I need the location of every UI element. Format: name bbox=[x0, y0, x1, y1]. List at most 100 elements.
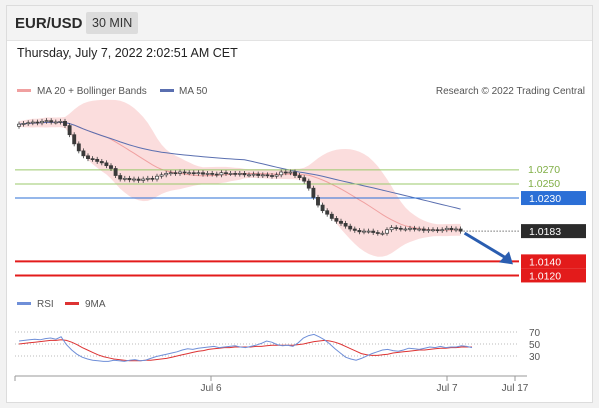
level-labels: 1.0270 1.0250 1.0230 1.0140 1.0120 1.0183 bbox=[521, 164, 586, 283]
svg-text:1.0140: 1.0140 bbox=[529, 256, 561, 268]
candle bbox=[256, 171, 261, 178]
candle bbox=[274, 172, 279, 179]
candle bbox=[95, 156, 100, 164]
candle bbox=[426, 227, 431, 233]
candle bbox=[417, 226, 422, 232]
candle bbox=[339, 218, 343, 226]
rsi-tick-label: 70 bbox=[529, 328, 541, 339]
candle bbox=[90, 156, 95, 162]
candle bbox=[178, 169, 182, 176]
candle bbox=[394, 225, 399, 231]
candle bbox=[334, 215, 339, 224]
support-label-2: 1.0120 bbox=[521, 268, 586, 283]
timeframe-badge[interactable]: 30 MIN bbox=[86, 12, 139, 34]
svg-text:1.0120: 1.0120 bbox=[529, 270, 561, 282]
candle bbox=[187, 170, 192, 176]
candle bbox=[40, 118, 44, 126]
legend-ma50: MA 50 bbox=[179, 86, 208, 97]
candle bbox=[86, 153, 90, 162]
candle bbox=[458, 226, 463, 234]
candle bbox=[297, 173, 302, 181]
candle bbox=[270, 173, 274, 179]
candle bbox=[63, 118, 67, 129]
candle bbox=[99, 158, 104, 166]
candle bbox=[109, 163, 113, 171]
candle bbox=[352, 226, 357, 233]
candle bbox=[288, 169, 293, 176]
time-tick-label: Jul 7 bbox=[436, 383, 458, 394]
time-axis: Jul 6 Jul 7 Jul 17 bbox=[14, 375, 529, 394]
candle bbox=[311, 185, 316, 200]
chart-datetime: Thursday, July 7, 2022 2:02:51 AM CET bbox=[17, 46, 238, 60]
candle bbox=[306, 178, 311, 191]
candle bbox=[265, 172, 270, 178]
candle bbox=[343, 220, 348, 229]
support-label-1: 1.0140 bbox=[521, 254, 586, 269]
candle bbox=[182, 169, 187, 176]
candle bbox=[104, 160, 109, 169]
legend-rsi-swatch bbox=[17, 302, 31, 305]
price-panel: 1.0270 1.0250 1.0230 1.0140 1.0120 1.0183 bbox=[15, 99, 586, 283]
rsi-tick-label: 30 bbox=[529, 352, 541, 363]
candle bbox=[155, 173, 159, 182]
candle bbox=[325, 208, 330, 217]
candle bbox=[302, 175, 307, 184]
pivot-label: 1.0230 bbox=[521, 191, 586, 206]
candle bbox=[210, 170, 215, 177]
candle bbox=[58, 118, 63, 125]
candle bbox=[431, 227, 435, 233]
legend-ma50-swatch bbox=[160, 89, 174, 92]
candle bbox=[145, 175, 150, 182]
candle bbox=[348, 223, 353, 232]
candle bbox=[293, 169, 297, 178]
ma50-line bbox=[18, 121, 461, 210]
symbol-label: EUR/USD bbox=[15, 15, 83, 32]
candle bbox=[449, 225, 454, 233]
legend-rsi: RSI bbox=[37, 299, 54, 310]
candle bbox=[159, 172, 164, 179]
candle bbox=[320, 202, 325, 214]
svg-text:1.0230: 1.0230 bbox=[529, 193, 561, 205]
time-tick-label: Jul 17 bbox=[502, 383, 529, 394]
rsi-tick-label: 50 bbox=[529, 340, 541, 351]
candle bbox=[191, 170, 196, 176]
candle bbox=[205, 170, 210, 177]
time-tick-label: Jul 6 bbox=[200, 383, 222, 394]
candle bbox=[233, 170, 238, 177]
candle bbox=[412, 225, 417, 232]
candle bbox=[242, 170, 247, 178]
candle bbox=[67, 123, 72, 138]
candle bbox=[118, 173, 123, 182]
candle bbox=[366, 228, 371, 234]
rsi-ma-line bbox=[18, 339, 472, 362]
candle bbox=[375, 230, 380, 236]
research-credit: Research © 2022 Trading Central bbox=[436, 86, 585, 97]
candle bbox=[44, 118, 49, 124]
legend-ma-bb-swatch bbox=[17, 89, 31, 92]
candle bbox=[371, 228, 376, 235]
candle bbox=[237, 170, 242, 177]
resistance-label-2: 1.0250 bbox=[528, 178, 560, 190]
svg-text:1.0183: 1.0183 bbox=[529, 226, 561, 238]
candle bbox=[454, 226, 458, 233]
candle bbox=[329, 211, 334, 221]
candle bbox=[440, 227, 445, 233]
candle bbox=[398, 225, 403, 232]
level-lines bbox=[15, 169, 519, 277]
candle bbox=[201, 170, 205, 177]
candle bbox=[30, 119, 35, 126]
candle bbox=[389, 225, 394, 233]
candle bbox=[136, 176, 141, 183]
chart-svg: MA 20 + Bollinger Bands MA 50 Research ©… bbox=[14, 86, 586, 394]
legend-rsi-ma-swatch bbox=[65, 302, 79, 305]
candle bbox=[385, 227, 389, 236]
candle bbox=[132, 176, 136, 183]
candle bbox=[164, 170, 169, 178]
candle bbox=[17, 121, 21, 129]
candle bbox=[72, 132, 77, 147]
candle bbox=[316, 194, 320, 208]
forecast-arrow bbox=[463, 231, 513, 265]
candle bbox=[357, 227, 362, 235]
candle bbox=[122, 175, 127, 182]
